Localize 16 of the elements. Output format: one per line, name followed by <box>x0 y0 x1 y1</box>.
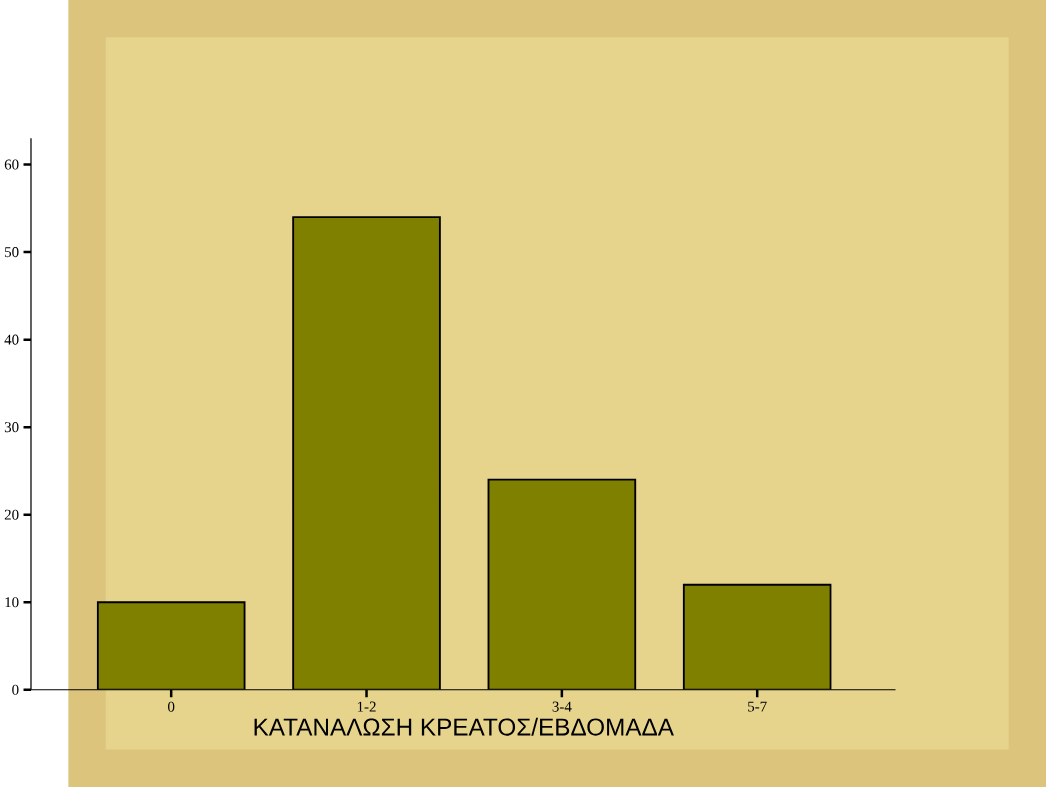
x-axis-title: ΚΑΤΑΝΑΛΩΣΗ ΚΡΕΑΤΟΣ/ΕΒΔΟΜΑΔΑ <box>254 717 674 736</box>
y-tick-label: 50 <box>5 247 19 258</box>
bar <box>96 601 246 690</box>
x-tick-label: 5-7 <box>748 701 767 712</box>
x-tick-label: 0 <box>168 701 175 712</box>
bar <box>487 478 637 690</box>
bar <box>682 583 832 690</box>
y-tick-label: 20 <box>4 509 19 520</box>
y-tick-label: 10 <box>5 597 19 608</box>
y-tick-label: 40 <box>4 334 19 345</box>
x-tick-label: 3-4 <box>552 701 572 712</box>
bar <box>292 216 441 690</box>
y-tick-label: 30 <box>4 422 19 433</box>
x-tick-label: 1-2 <box>357 701 376 712</box>
y-tick-label: 60 <box>4 159 19 170</box>
y-tick-label: 0 <box>12 684 19 695</box>
